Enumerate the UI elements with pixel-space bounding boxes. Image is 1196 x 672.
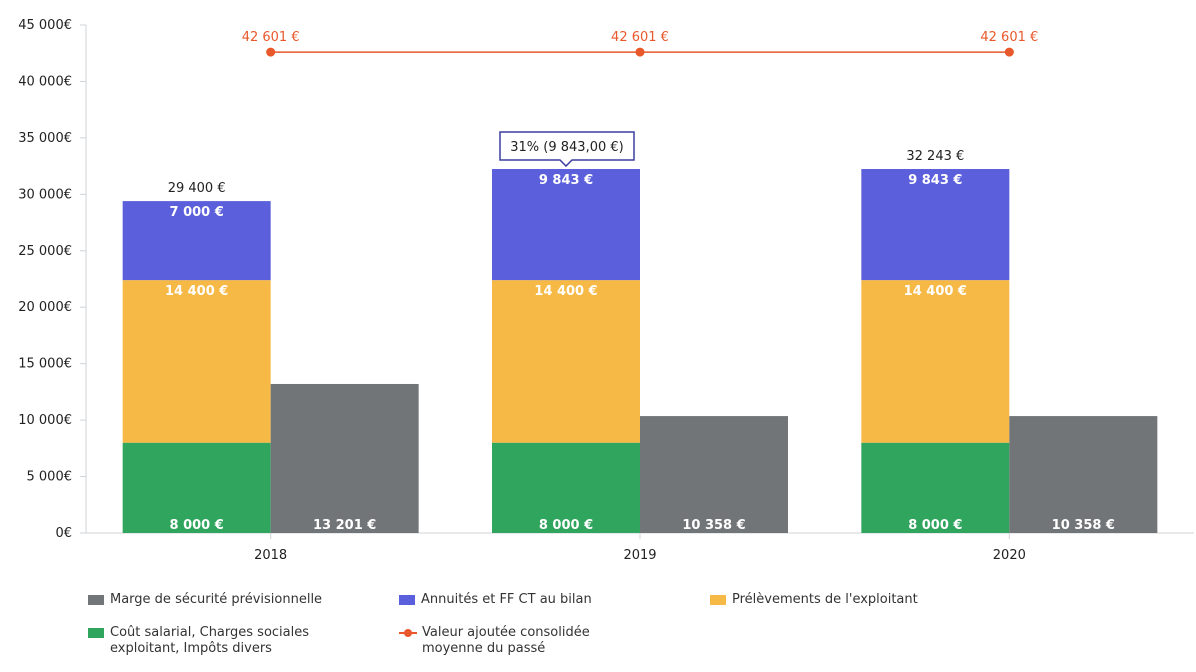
- line-series-label: 42 601 €: [611, 30, 669, 45]
- bar-segment-label: 14 400 €: [165, 284, 228, 299]
- y-tick-label: 45 000€: [18, 18, 72, 33]
- bar-segment-label: 14 400 €: [534, 284, 597, 299]
- legend-label-valeur: Valeur ajoutée consolidée moyenne du pas…: [422, 625, 590, 656]
- bar-segment: [861, 169, 1010, 281]
- line-series-point: [635, 47, 645, 57]
- y-tick-label: 5 000€: [27, 470, 73, 485]
- bar-segment-label: 8 000 €: [908, 518, 962, 533]
- x-tick-label: 2018: [254, 548, 287, 563]
- bar-segment: [122, 201, 271, 281]
- bar-segment: [861, 442, 1010, 533]
- legend-swatch-marge: [88, 595, 104, 605]
- y-tick-label: 20 000€: [18, 300, 72, 315]
- legend-swatch-prelevements: [710, 595, 726, 605]
- bar-segment-label: 8 000 €: [170, 518, 224, 533]
- bar-segment-label: 14 400 €: [904, 284, 967, 299]
- x-tick-label: 2019: [623, 548, 656, 563]
- side-bar: [270, 383, 419, 533]
- legend-line-marker-valeur: [399, 625, 417, 641]
- legend-label-cout: Coût salarial, Charges sociales exploita…: [110, 625, 310, 656]
- legend-label-prelevements: Prélèvements de l'exploitant: [732, 592, 918, 607]
- legend-swatch-annuites: [399, 595, 415, 605]
- bar-segment: [122, 442, 271, 533]
- bar-total-label: 29 400 €: [168, 181, 226, 196]
- side-bar-label: 10 358 €: [682, 518, 745, 533]
- line-series-point: [266, 47, 276, 57]
- side-bar-label: 13 201 €: [313, 518, 376, 533]
- line-series-label: 42 601 €: [980, 30, 1038, 45]
- tooltip-box: [499, 131, 635, 168]
- line-series-label: 42 601 €: [242, 30, 300, 45]
- legend-item-annuites[interactable]: Annuités et FF CT au bilan: [399, 592, 592, 608]
- bar-segment: [492, 280, 640, 443]
- x-tick-label: 2020: [993, 548, 1026, 563]
- bar-segment: [492, 169, 640, 281]
- bar-segment: [492, 442, 640, 533]
- y-tick-label: 15 000€: [18, 357, 72, 372]
- legend-label-marge: Marge de sécurité prévisionnelle: [110, 592, 323, 607]
- y-tick-label: 30 000€: [18, 187, 72, 202]
- legend-item-cout[interactable]: Coût salarial, Charges sociales exploita…: [88, 625, 309, 657]
- line-series-point: [1004, 47, 1014, 57]
- side-bar: [1009, 416, 1158, 533]
- y-tick-label: 40 000€: [18, 74, 72, 89]
- legend-swatch-cout: [88, 628, 104, 638]
- legend-item-prelevements[interactable]: Prélèvements de l'exploitant: [710, 592, 918, 608]
- legend-item-marge[interactable]: Marge de sécurité prévisionnelle: [88, 592, 322, 608]
- y-tick-label: 25 000€: [18, 244, 72, 259]
- y-tick-label: 35 000€: [18, 131, 72, 146]
- legend-item-valeur[interactable]: Valeur ajoutée consolidée moyenne du pas…: [399, 625, 590, 657]
- bar-segment-label: 7 000 €: [170, 205, 224, 220]
- legend-label-annuites: Annuités et FF CT au bilan: [421, 592, 592, 607]
- bar-segment-label: 9 843 €: [908, 173, 962, 188]
- y-tick-label: 10 000€: [18, 413, 72, 428]
- bar-segment-label: 9 843 €: [539, 173, 593, 188]
- stacked-bar-chart: 0€ 5 000€ 10 000€ 15 000€ 20 000€ 25 000€ 30 0…: [18, 18, 1194, 563]
- tooltip-text: 31% (9 843,00 €): [510, 140, 623, 155]
- bar-segment: [861, 280, 1010, 443]
- side-bar: [640, 416, 788, 533]
- bar-segment: [122, 280, 271, 443]
- y-tick-label: 0€: [55, 526, 72, 541]
- bar-total-label: 32 243 €: [906, 149, 964, 164]
- side-bar-label: 10 358 €: [1052, 518, 1115, 533]
- bar-segment-label: 8 000 €: [539, 518, 593, 533]
